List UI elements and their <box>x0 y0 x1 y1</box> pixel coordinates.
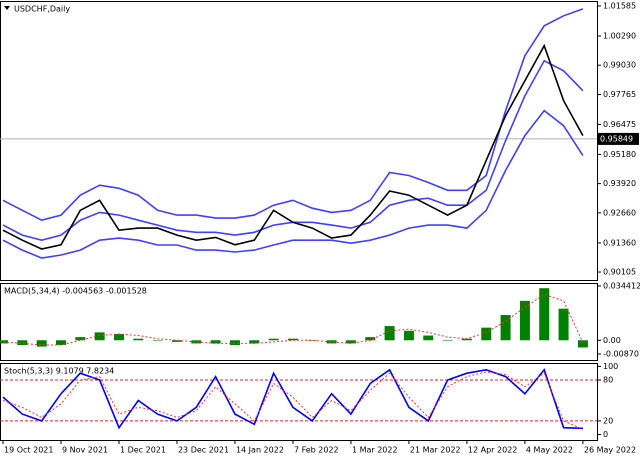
y-tick-label: 0.90105 <box>603 268 636 277</box>
panel-title: Stoch(5,3,3) 9.1079 7.8234 <box>4 367 114 376</box>
x-tick-label: 1 Dec 2021 <box>120 446 166 455</box>
y-tick-label: 0.95180 <box>603 150 636 159</box>
histogram-bar <box>133 338 144 341</box>
histogram-bar <box>55 340 66 346</box>
title-arrow <box>4 6 10 10</box>
histogram-bar <box>326 340 337 344</box>
histogram-bar <box>442 340 453 341</box>
histogram-bar <box>268 338 279 341</box>
histogram-bar <box>307 340 318 341</box>
histogram-bar <box>519 300 530 341</box>
histogram-bar <box>461 338 472 341</box>
y-tick-label: 0.92660 <box>603 208 636 217</box>
y-tick-label: 1.00290 <box>603 31 636 40</box>
x-tick-label: 1 Mar 2022 <box>352 446 398 455</box>
series-line <box>2 368 583 430</box>
x-tick-label: 9 Nov 2021 <box>62 446 108 455</box>
histogram-bar <box>403 330 414 341</box>
histogram-bar <box>152 340 163 341</box>
histogram-bar <box>210 340 221 344</box>
series-line <box>2 43 584 250</box>
series-line <box>2 293 584 346</box>
histogram-bar <box>113 333 124 341</box>
y-tick-label: -0.008707 <box>603 350 640 359</box>
histogram-bar <box>481 327 492 341</box>
price-box <box>597 132 639 145</box>
histogram-bar <box>249 340 260 344</box>
histogram-bar <box>423 335 434 341</box>
y-tick-label: 0.99030 <box>603 61 636 70</box>
y-tick-label: 80 <box>603 376 613 385</box>
y-tick-label: 1.01585 <box>603 1 636 10</box>
histogram-bar <box>94 332 105 341</box>
x-tick-label: 12 Apr 2022 <box>468 446 517 455</box>
y-tick-label: 0.00 <box>603 336 621 345</box>
histogram-bar <box>229 340 240 346</box>
x-tick-label: 4 May 2022 <box>526 446 573 455</box>
y-tick-label: 100 <box>603 362 618 371</box>
histogram-bar <box>500 315 511 341</box>
histogram-bar <box>539 288 550 341</box>
histogram-bar <box>75 337 86 341</box>
panel-frame <box>0 283 598 361</box>
x-tick-label: 7 Feb 2022 <box>294 446 339 455</box>
histogram-bar <box>36 340 47 347</box>
histogram-bar <box>577 340 588 348</box>
y-tick-label: 20 <box>603 416 613 425</box>
x-tick-label: 23 Dec 2021 <box>178 446 229 455</box>
histogram-bar <box>365 337 376 341</box>
y-tick-label: 0.97765 <box>603 90 636 99</box>
y-tick-label: 0.91360 <box>603 238 636 247</box>
x-tick-label: 19 Oct 2021 <box>4 446 53 455</box>
series-line <box>2 8 584 222</box>
histogram-bar <box>191 340 202 344</box>
price-label: 0.95849 <box>600 134 633 143</box>
series-line <box>2 371 584 430</box>
y-tick-label: 0 <box>603 430 608 439</box>
y-tick-label: 0.93920 <box>603 179 636 188</box>
histogram-bar <box>171 340 182 342</box>
panel-title: USDCHF,Daily <box>14 5 70 14</box>
y-tick-label: 0.034412 <box>603 281 640 290</box>
histogram-bar <box>287 338 298 341</box>
histogram-bar <box>17 340 28 346</box>
panel-title: MACD(5,34,4) -0.004563 -0.001528 <box>4 287 147 296</box>
histogram-bar <box>384 326 395 341</box>
histogram-bar <box>345 340 356 344</box>
series-line <box>2 109 584 259</box>
panel-frame <box>0 363 598 441</box>
x-tick-label: 26 May 2022 <box>584 446 636 455</box>
histogram-bar <box>558 308 569 341</box>
y-tick-label: 0.96475 <box>603 120 636 129</box>
x-tick-label: 21 Mar 2022 <box>410 446 461 455</box>
x-tick-label: 14 Jan 2022 <box>236 446 284 455</box>
